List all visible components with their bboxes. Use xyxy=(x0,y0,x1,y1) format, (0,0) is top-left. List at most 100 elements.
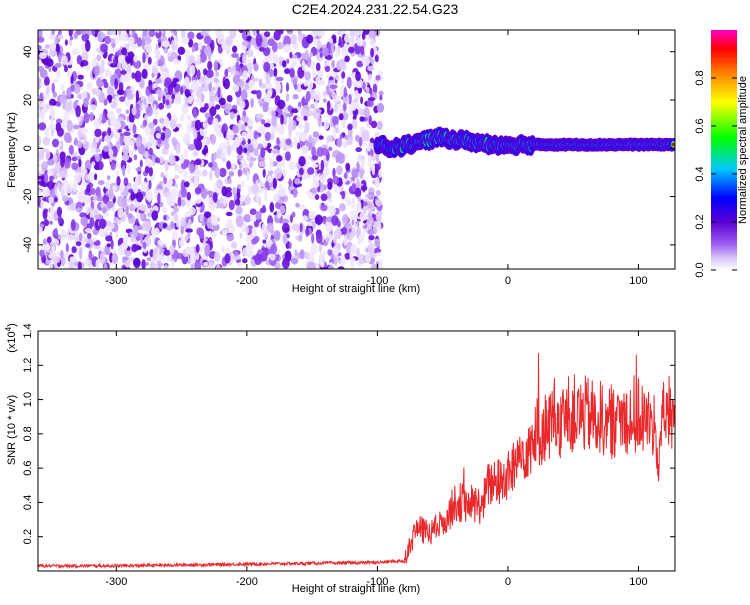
noise-blob xyxy=(174,93,182,105)
noise-blob xyxy=(123,131,131,136)
noise-blob xyxy=(278,56,284,62)
noise-blob xyxy=(250,214,257,223)
noise-blob xyxy=(181,187,187,198)
noise-blob xyxy=(42,209,48,220)
noise-blob xyxy=(95,259,100,269)
spectrogram-x-axis: -300 -200 -100 0 100 xyxy=(105,30,648,287)
noise-blob xyxy=(74,83,81,95)
noise-blob xyxy=(171,137,178,146)
noise-blob xyxy=(116,176,121,186)
x-tick-label: 100 xyxy=(629,275,647,287)
noise-blob xyxy=(375,74,381,81)
noise-blob xyxy=(331,215,339,226)
noise-blob xyxy=(104,35,111,45)
noise-blob xyxy=(328,146,333,152)
x-tick-label: -100 xyxy=(366,275,388,287)
noise-blob xyxy=(340,254,346,266)
noise-blob xyxy=(279,187,286,198)
noise-blob xyxy=(119,184,125,193)
noise-blob xyxy=(104,181,111,190)
noise-blob xyxy=(248,66,252,76)
noise-blob xyxy=(327,198,334,203)
noise-blob xyxy=(70,202,77,212)
noise-blob xyxy=(311,187,318,195)
noise-blob xyxy=(89,147,97,154)
noise-blob xyxy=(204,112,211,119)
noise-blob xyxy=(362,81,366,90)
noise-blob xyxy=(375,152,380,163)
noise-blob xyxy=(370,47,375,58)
noise-blob xyxy=(277,99,286,110)
noise-blob xyxy=(337,152,345,164)
noise-blob xyxy=(56,127,64,137)
noise-blob xyxy=(97,180,105,186)
noise-blob xyxy=(141,37,145,50)
noise-blob xyxy=(147,192,153,203)
noise-blob xyxy=(89,104,97,111)
noise-blob xyxy=(238,30,244,34)
noise-blob xyxy=(368,235,375,241)
noise-blob xyxy=(367,243,375,255)
noise-blob xyxy=(54,183,58,196)
noise-blob xyxy=(81,33,89,42)
noise-blob xyxy=(106,243,111,248)
noise-blob xyxy=(79,192,85,203)
noise-blob xyxy=(312,131,319,138)
noise-blob xyxy=(302,98,309,104)
noise-blob xyxy=(322,166,330,177)
noise-blob xyxy=(347,241,353,247)
noise-blob xyxy=(38,189,42,195)
noise-blob xyxy=(99,228,106,238)
colorbar-gradient xyxy=(711,30,737,270)
noise-blob xyxy=(72,181,77,193)
y-tick-label: 0 xyxy=(22,145,34,151)
noise-blob xyxy=(286,146,291,151)
noise-blob xyxy=(343,141,347,147)
noise-blob xyxy=(378,258,383,269)
noise-blob xyxy=(71,162,79,171)
noise-blob xyxy=(228,171,235,177)
noise-blob xyxy=(357,196,362,202)
noise-blob xyxy=(57,181,61,190)
noise-blob xyxy=(296,223,299,234)
noise-blob xyxy=(367,97,376,102)
noise-blob xyxy=(131,106,137,116)
noise-blob xyxy=(56,69,61,79)
noise-blob xyxy=(214,77,219,84)
noise-blob xyxy=(222,157,227,162)
noise-blob xyxy=(127,213,133,219)
colorbar-tick-label: 0.2 xyxy=(694,214,706,229)
noise-blob xyxy=(91,237,97,242)
noise-blob xyxy=(210,133,217,145)
noise-blob xyxy=(38,149,45,161)
noise-blob xyxy=(110,162,116,171)
noise-blob xyxy=(285,151,291,162)
noise-blob xyxy=(321,144,328,149)
noise-blob xyxy=(95,121,99,131)
noise-blob xyxy=(236,154,244,160)
noise-blob xyxy=(323,119,330,130)
noise-blob xyxy=(241,115,249,123)
noise-blob xyxy=(187,95,193,105)
noise-blob xyxy=(311,155,319,161)
noise-blob xyxy=(316,233,323,244)
noise-blob xyxy=(39,52,47,59)
noise-blob xyxy=(359,116,365,122)
noise-blob xyxy=(61,153,66,164)
noise-blob xyxy=(229,30,237,39)
noise-blob xyxy=(250,90,259,95)
noise-blob xyxy=(323,240,328,247)
noise-blob xyxy=(228,199,235,211)
noise-blob xyxy=(122,144,130,155)
noise-blob xyxy=(153,187,158,197)
noise-blob xyxy=(229,111,235,120)
noise-blob xyxy=(334,47,339,58)
noise-blob xyxy=(190,79,199,92)
noise-blob xyxy=(232,124,239,134)
colorbar-label: Normalized spectral amplitude xyxy=(737,76,749,224)
noise-blob xyxy=(319,257,325,262)
noise-blob xyxy=(288,161,297,170)
noise-blob xyxy=(119,96,126,102)
noise-blob xyxy=(163,116,170,128)
noise-blob xyxy=(66,87,72,99)
